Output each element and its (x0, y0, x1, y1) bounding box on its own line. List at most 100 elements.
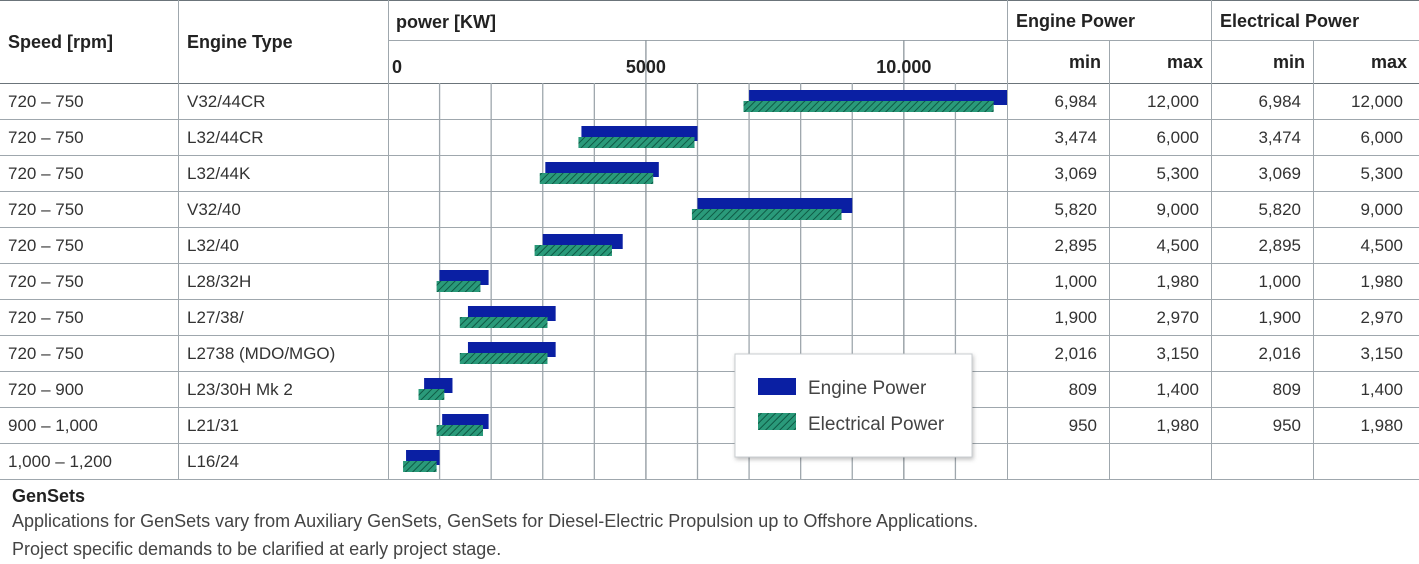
row-speed: 720 – 750 (8, 272, 84, 291)
electrical-power-bar (436, 281, 481, 292)
row-border (0, 155, 1419, 156)
row-border (0, 371, 1419, 372)
row-electrical-min: 6,984 (1258, 92, 1301, 111)
power-range-chart: 0 5000 10.000 Engine Power Electrical Power (392, 40, 1007, 479)
row-electrical-max: 3,150 (1360, 344, 1403, 363)
legend-swatch-electrical (758, 413, 796, 430)
row-electrical-max: 1,980 (1360, 272, 1403, 291)
row-electrical-max: 1,400 (1360, 380, 1403, 399)
row-engine-min: 1,000 (1054, 272, 1097, 291)
x-tick-label: 10.000 (876, 57, 931, 77)
row-speed: 720 – 750 (8, 164, 84, 183)
header-min: min (1068, 52, 1101, 72)
header-max: max (1166, 52, 1203, 72)
row-electrical-max: 6,000 (1360, 128, 1403, 147)
row-speed: 720 – 750 (8, 128, 84, 147)
header-electrical-power: Electrical Power (1220, 11, 1360, 31)
row-electrical-min: 2,016 (1258, 344, 1301, 363)
row-engine-max: 12,000 (1147, 92, 1199, 111)
row-border (0, 335, 1419, 336)
row-engine-min: 2,016 (1054, 344, 1097, 363)
electrical-power-bar (539, 173, 654, 184)
header-engine-power: Engine Power (1016, 11, 1136, 31)
row-electrical-min: 1,900 (1258, 308, 1301, 327)
legend-label-engine: Engine Power (808, 378, 927, 399)
row-engine-min: 5,820 (1054, 200, 1097, 219)
row-engine-type: L2738 (MDO/MGO) (187, 344, 336, 363)
row-engine-max: 3,150 (1156, 344, 1199, 363)
row-electrical-min: 1,000 (1258, 272, 1301, 291)
row-engine-type: L16/24 (187, 452, 239, 471)
col-border (1313, 40, 1314, 479)
genset-table: Speed [rpm] Engine Type power [KW] Engine P… (0, 0, 1419, 480)
row-border (0, 191, 1419, 192)
row-electrical-max: 2,970 (1360, 308, 1403, 327)
row-engine-max: 1,980 (1156, 416, 1199, 435)
row-speed: 1,000 – 1,200 (8, 452, 112, 471)
row-electrical-min: 3,474 (1258, 128, 1301, 147)
row-speed: 720 – 750 (8, 92, 84, 111)
electrical-power-bar (403, 461, 437, 472)
row-engine-min: 1,900 (1054, 308, 1097, 327)
legend-swatch-engine (758, 378, 796, 395)
row-border (0, 227, 1419, 228)
x-tick-label: 0 (392, 57, 402, 77)
header-min: min (1272, 52, 1305, 72)
col-border (1007, 0, 1008, 479)
row-electrical-max: 9,000 (1360, 200, 1403, 219)
electrical-power-bar (578, 137, 695, 148)
electrical-power-bar (436, 425, 484, 436)
electrical-power-bar (534, 245, 612, 256)
row-border (0, 479, 1419, 480)
row-engine-max: 4,500 (1156, 236, 1199, 255)
col-border (1109, 40, 1110, 479)
col-border (178, 0, 179, 479)
row-engine-max: 5,300 (1156, 164, 1199, 183)
row-engine-min: 6,984 (1054, 92, 1097, 111)
row-border (0, 407, 1419, 408)
row-engine-type: L32/44K (187, 164, 251, 183)
col-border (1211, 0, 1212, 479)
electrical-power-bar (459, 317, 548, 328)
footer-line-1: Applications for GenSets vary from Auxil… (12, 511, 979, 531)
row-border (0, 263, 1419, 264)
col-border (388, 0, 389, 479)
row-engine-max: 1,400 (1156, 380, 1199, 399)
row-engine-max: 6,000 (1156, 128, 1199, 147)
row-speed: 720 – 750 (8, 344, 84, 363)
table-top-border (0, 0, 1419, 1)
footer-line-2: Project specific demands to be clarified… (12, 539, 502, 559)
row-electrical-max: 4,500 (1360, 236, 1403, 255)
x-tick-label: 5000 (626, 57, 666, 77)
row-engine-type: L23/30H Mk 2 (187, 380, 293, 399)
row-speed: 720 – 750 (8, 308, 84, 327)
row-border (0, 443, 1419, 444)
header-bottom-border (0, 83, 1419, 84)
row-electrical-max: 12,000 (1351, 92, 1403, 111)
electrical-power-bar (691, 209, 842, 220)
row-border (0, 119, 1419, 120)
footer-notes: GenSets Applications for GenSets vary fr… (12, 485, 978, 563)
footer-title: GenSets (12, 486, 86, 506)
row-engine-max: 1,980 (1156, 272, 1199, 291)
row-electrical-min: 2,895 (1258, 236, 1301, 255)
row-engine-max: 9,000 (1156, 200, 1199, 219)
header-max: max (1370, 52, 1407, 72)
row-speed: 720 – 750 (8, 200, 84, 219)
electrical-power-bar (743, 101, 994, 112)
row-engine-max: 2,970 (1156, 308, 1199, 327)
row-electrical-min: 809 (1272, 380, 1301, 399)
header-speed: Speed [rpm] (8, 32, 114, 52)
legend-box (734, 353, 973, 458)
header-engine-type: Engine Type (187, 32, 293, 52)
row-electrical-max: 1,980 (1360, 416, 1403, 435)
row-engine-min: 950 (1068, 416, 1097, 435)
row-engine-type: L28/32H (187, 272, 252, 291)
row-engine-min: 3,069 (1054, 164, 1097, 183)
row-engine-type: L32/44CR (187, 128, 264, 147)
legend-label-electrical: Electrical Power (808, 414, 945, 435)
row-speed: 900 – 1,000 (8, 416, 98, 435)
row-engine-type: V32/44CR (187, 92, 266, 111)
row-border (0, 299, 1419, 300)
